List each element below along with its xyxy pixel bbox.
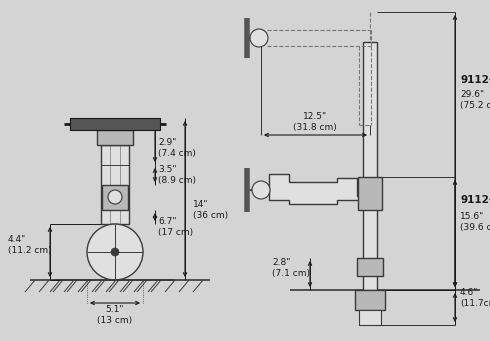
Text: 6.7"
(17 cm): 6.7" (17 cm) <box>158 217 193 237</box>
Text: 12.5"
(31.8 cm): 12.5" (31.8 cm) <box>293 112 337 132</box>
Circle shape <box>252 181 270 199</box>
Bar <box>102 185 128 210</box>
Bar <box>70 118 160 130</box>
Bar <box>97 130 133 145</box>
Bar <box>359 310 381 325</box>
Text: 5.1"
(13 cm): 5.1" (13 cm) <box>98 305 133 325</box>
Text: 4.4"
(11.2 cm): 4.4" (11.2 cm) <box>8 235 51 255</box>
Circle shape <box>111 248 119 256</box>
Polygon shape <box>269 174 365 204</box>
Text: 15.6"
(39.6 cm): 15.6" (39.6 cm) <box>460 212 490 232</box>
Circle shape <box>108 190 122 204</box>
Text: 2.8"
(7.1 cm): 2.8" (7.1 cm) <box>272 258 310 278</box>
Bar <box>101 145 129 224</box>
Text: 3.5"
(8.9 cm): 3.5" (8.9 cm) <box>158 165 196 185</box>
Text: 9112-D: 9112-D <box>460 75 490 85</box>
Text: 2.9"
(7.4 cm): 2.9" (7.4 cm) <box>158 138 196 158</box>
Bar <box>363 42 377 290</box>
Text: 9112-S: 9112-S <box>460 195 490 205</box>
Text: 29.6"
(75.2 cm): 29.6" (75.2 cm) <box>460 90 490 110</box>
Text: 14"
(36 cm): 14" (36 cm) <box>193 200 228 220</box>
Circle shape <box>250 29 268 47</box>
Bar <box>355 290 385 310</box>
Bar <box>358 177 382 210</box>
Circle shape <box>87 224 143 280</box>
Text: 4.6"
(11.7cm): 4.6" (11.7cm) <box>460 288 490 308</box>
Bar <box>357 258 383 276</box>
